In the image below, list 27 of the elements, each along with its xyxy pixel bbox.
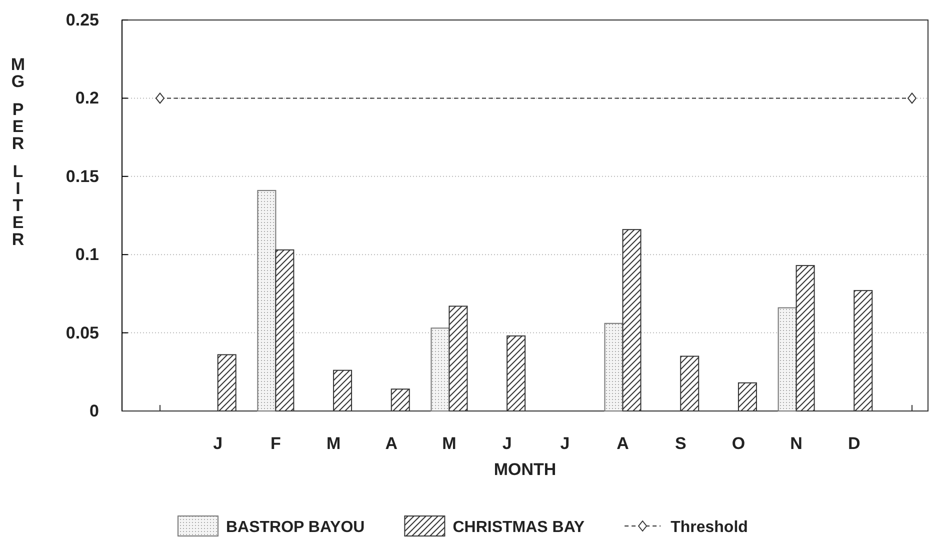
bar (604, 322, 624, 412)
y-tick-label: 0.1 (75, 245, 99, 264)
x-tick-label: F (270, 434, 281, 453)
x-tick-label: J (560, 434, 570, 453)
x-axis-title: MONTH (494, 460, 556, 479)
x-tick-label: J (213, 434, 223, 453)
y-tick-label: 0.15 (66, 166, 99, 186)
y-tick-label: 0.25 (66, 10, 99, 30)
x-tick-label: J (502, 434, 512, 453)
y-tick-label: 0.2 (75, 88, 99, 108)
x-tick-label: O (732, 434, 746, 453)
legend-label: CHRISTMAS BAY (452, 519, 585, 536)
x-tick-label: D (848, 434, 860, 453)
x-tick-label: A (616, 434, 629, 453)
x-tick-label: S (674, 434, 686, 453)
x-tick-label: M (442, 434, 456, 453)
bar (257, 190, 276, 412)
legend-label: BASTROP BAYOU (226, 519, 365, 536)
bar (778, 307, 797, 412)
y-tick-label: 0 (90, 401, 99, 420)
x-tick-label: M (326, 434, 341, 453)
bar (430, 328, 450, 412)
x-tick-label: N (790, 434, 802, 453)
legend-label: Threshold (670, 519, 748, 536)
y-tick-label: 0.05 (66, 323, 99, 342)
text: MG PER LITER (10, 55, 26, 249)
x-tick-label: A (385, 434, 398, 453)
